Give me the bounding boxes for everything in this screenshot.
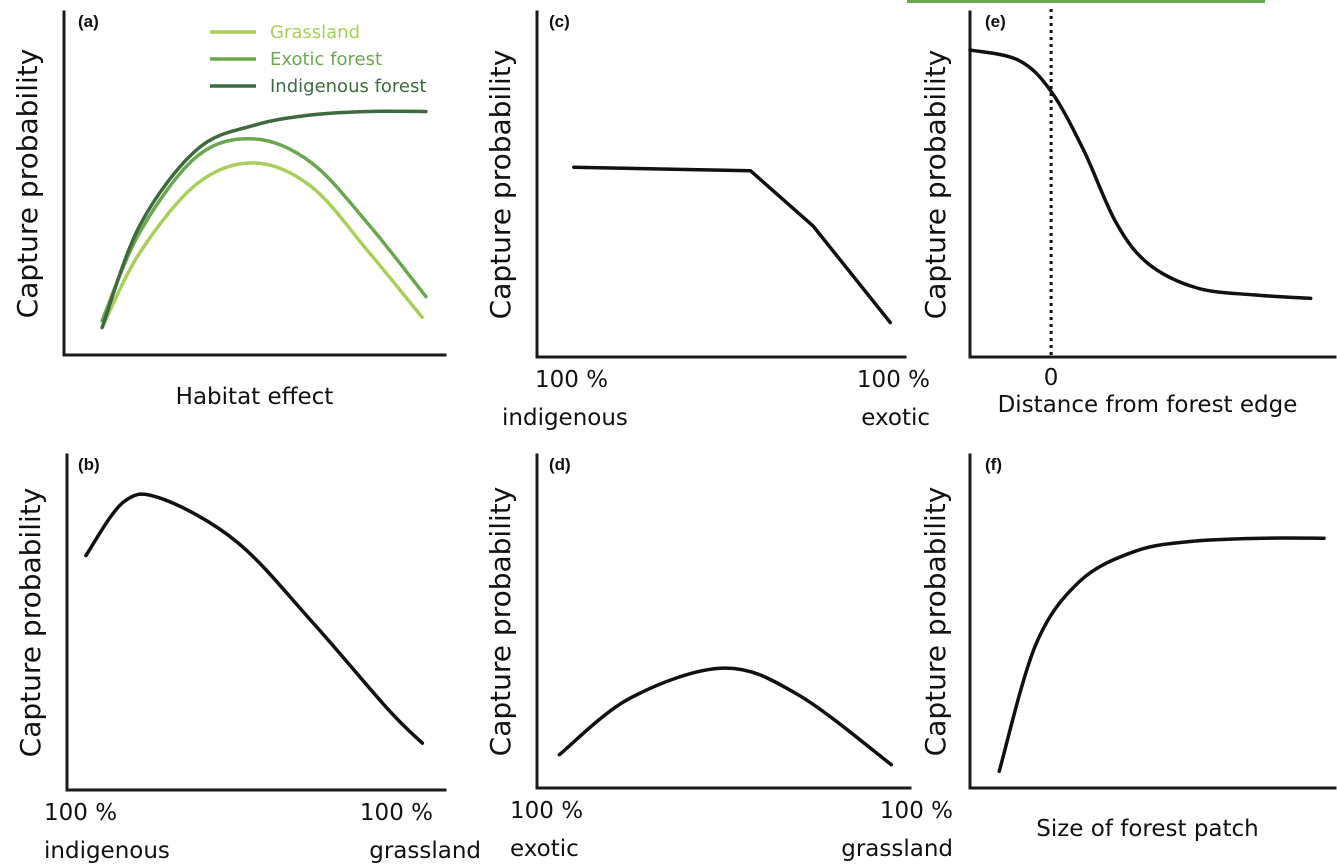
axis-frame <box>968 453 1337 790</box>
x-end-right-label: exotic <box>861 405 930 431</box>
x-end-left-label: exotic <box>510 836 579 862</box>
x-end-right-value: 100 % <box>857 367 930 393</box>
axis-frame <box>535 10 907 359</box>
y-axis-label: Capture probability <box>919 487 952 757</box>
axis-frame <box>535 453 912 790</box>
x-end-right-value: 100 % <box>880 798 953 824</box>
legend-entry: Grassland <box>270 22 360 43</box>
x-end-right-label: grassland <box>841 836 953 862</box>
series-line-exotic-forest <box>100 136 428 323</box>
x-end-left-value: 100 % <box>510 798 583 824</box>
panel-label: (b) <box>78 455 100 474</box>
x-end-right-value: 100 % <box>360 800 433 826</box>
panel-label: (f) <box>985 455 1002 474</box>
y-axis-label: Capture probability <box>11 49 44 319</box>
x-axis-label: Size of forest patch <box>1036 816 1259 842</box>
x-tick-label: 0 <box>1044 365 1059 391</box>
panel-label: (d) <box>549 455 571 474</box>
axis-frame <box>65 453 447 792</box>
y-axis-label: Capture probability <box>484 50 517 320</box>
series-line-indigenous-forest <box>100 109 428 330</box>
x-end-left-label: indigenous <box>44 838 170 864</box>
y-axis-label: Capture probability <box>484 487 517 757</box>
axis-frame <box>62 10 447 357</box>
y-axis-label: Capture probability <box>14 488 47 758</box>
x-end-left-value: 100 % <box>535 367 608 393</box>
panel-label: (a) <box>78 12 99 31</box>
panel-label: (c) <box>549 12 570 31</box>
x-axis-label: Distance from forest edge <box>998 392 1298 418</box>
series-line-response <box>997 536 1326 774</box>
panel-label: (e) <box>985 12 1006 31</box>
series-line-response <box>557 666 894 767</box>
y-axis-label: Capture probability <box>919 50 952 320</box>
x-end-right-label: grassland <box>369 838 481 864</box>
x-axis-label: Habitat effect <box>176 384 334 410</box>
series-line-response <box>572 165 893 325</box>
legend-entry: Indigenous forest <box>270 76 426 97</box>
x-end-left-label: indigenous <box>502 405 628 431</box>
series-line-grassland <box>100 161 424 330</box>
axis-frame <box>968 10 1337 359</box>
series-line-response <box>968 48 1313 301</box>
legend-entry: Exotic forest <box>270 49 382 70</box>
series-line-response <box>84 492 425 745</box>
x-end-left-value: 100 % <box>44 800 117 826</box>
